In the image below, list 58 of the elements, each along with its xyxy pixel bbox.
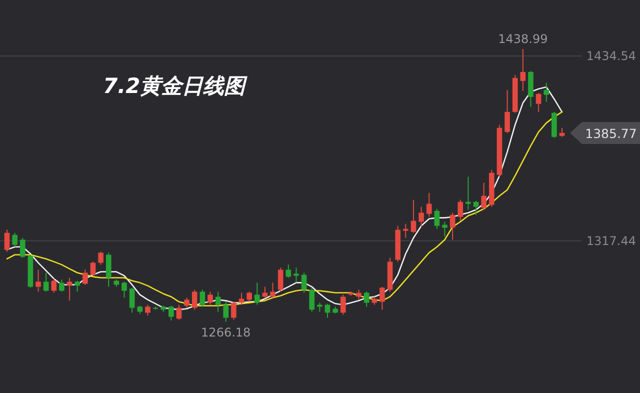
candlestick (442, 221, 448, 238)
candlestick (168, 305, 174, 321)
y-tick-label: 1317.44 (586, 234, 636, 248)
candlestick (51, 278, 57, 294)
candlestick (215, 291, 221, 312)
candlestick (380, 286, 385, 310)
candlestick (20, 237, 26, 258)
annotation: 1266.18 (201, 326, 251, 340)
candlestick (504, 89, 510, 134)
candlestick (309, 287, 315, 312)
candlestick (520, 48, 526, 92)
candlestick (278, 267, 284, 292)
candlestick (466, 176, 471, 210)
candlestick (246, 291, 252, 302)
candlestick (473, 200, 479, 216)
text: 1385.77 (585, 126, 637, 141)
candlestick (90, 261, 96, 276)
candlestick (410, 199, 416, 234)
candlestick (12, 232, 18, 248)
candlestick (4, 229, 10, 252)
annotation: 1438.99 (498, 32, 548, 46)
candlestick (301, 272, 307, 294)
candlestick (356, 289, 362, 300)
candlestick (481, 182, 486, 210)
text: 7.2黄金日线图 (103, 74, 248, 98)
candlestick (552, 112, 557, 138)
candlestick (82, 269, 88, 286)
y-tick-label: 1434.54 (586, 48, 636, 63)
candlestick (208, 291, 213, 306)
candlestick (36, 269, 41, 292)
candlestick (286, 264, 292, 278)
candlestick (106, 252, 112, 288)
candlestick (200, 289, 206, 308)
candlestick (450, 212, 456, 240)
candlestick (74, 280, 80, 292)
candlestick (340, 294, 346, 316)
candlestick (294, 267, 299, 284)
candlestick (270, 282, 276, 298)
candlestick (426, 192, 432, 218)
candlestick (544, 82, 550, 102)
candlestick (254, 282, 260, 306)
candlestick (231, 301, 236, 320)
candlestick (434, 208, 440, 230)
candlestick (458, 199, 464, 222)
candlestick (192, 289, 198, 310)
candlestick (536, 92, 542, 112)
candlestick (176, 304, 182, 320)
candlestick (223, 301, 229, 322)
candlestick (418, 206, 424, 228)
candlestick (145, 304, 150, 316)
candlestick (43, 272, 49, 292)
candlestick (59, 279, 64, 292)
candlestick (98, 251, 104, 266)
candlestick (129, 287, 135, 314)
candlestick (66, 277, 72, 302)
candlestick (364, 291, 370, 308)
candlestick (184, 297, 190, 308)
candlestick (122, 281, 127, 298)
